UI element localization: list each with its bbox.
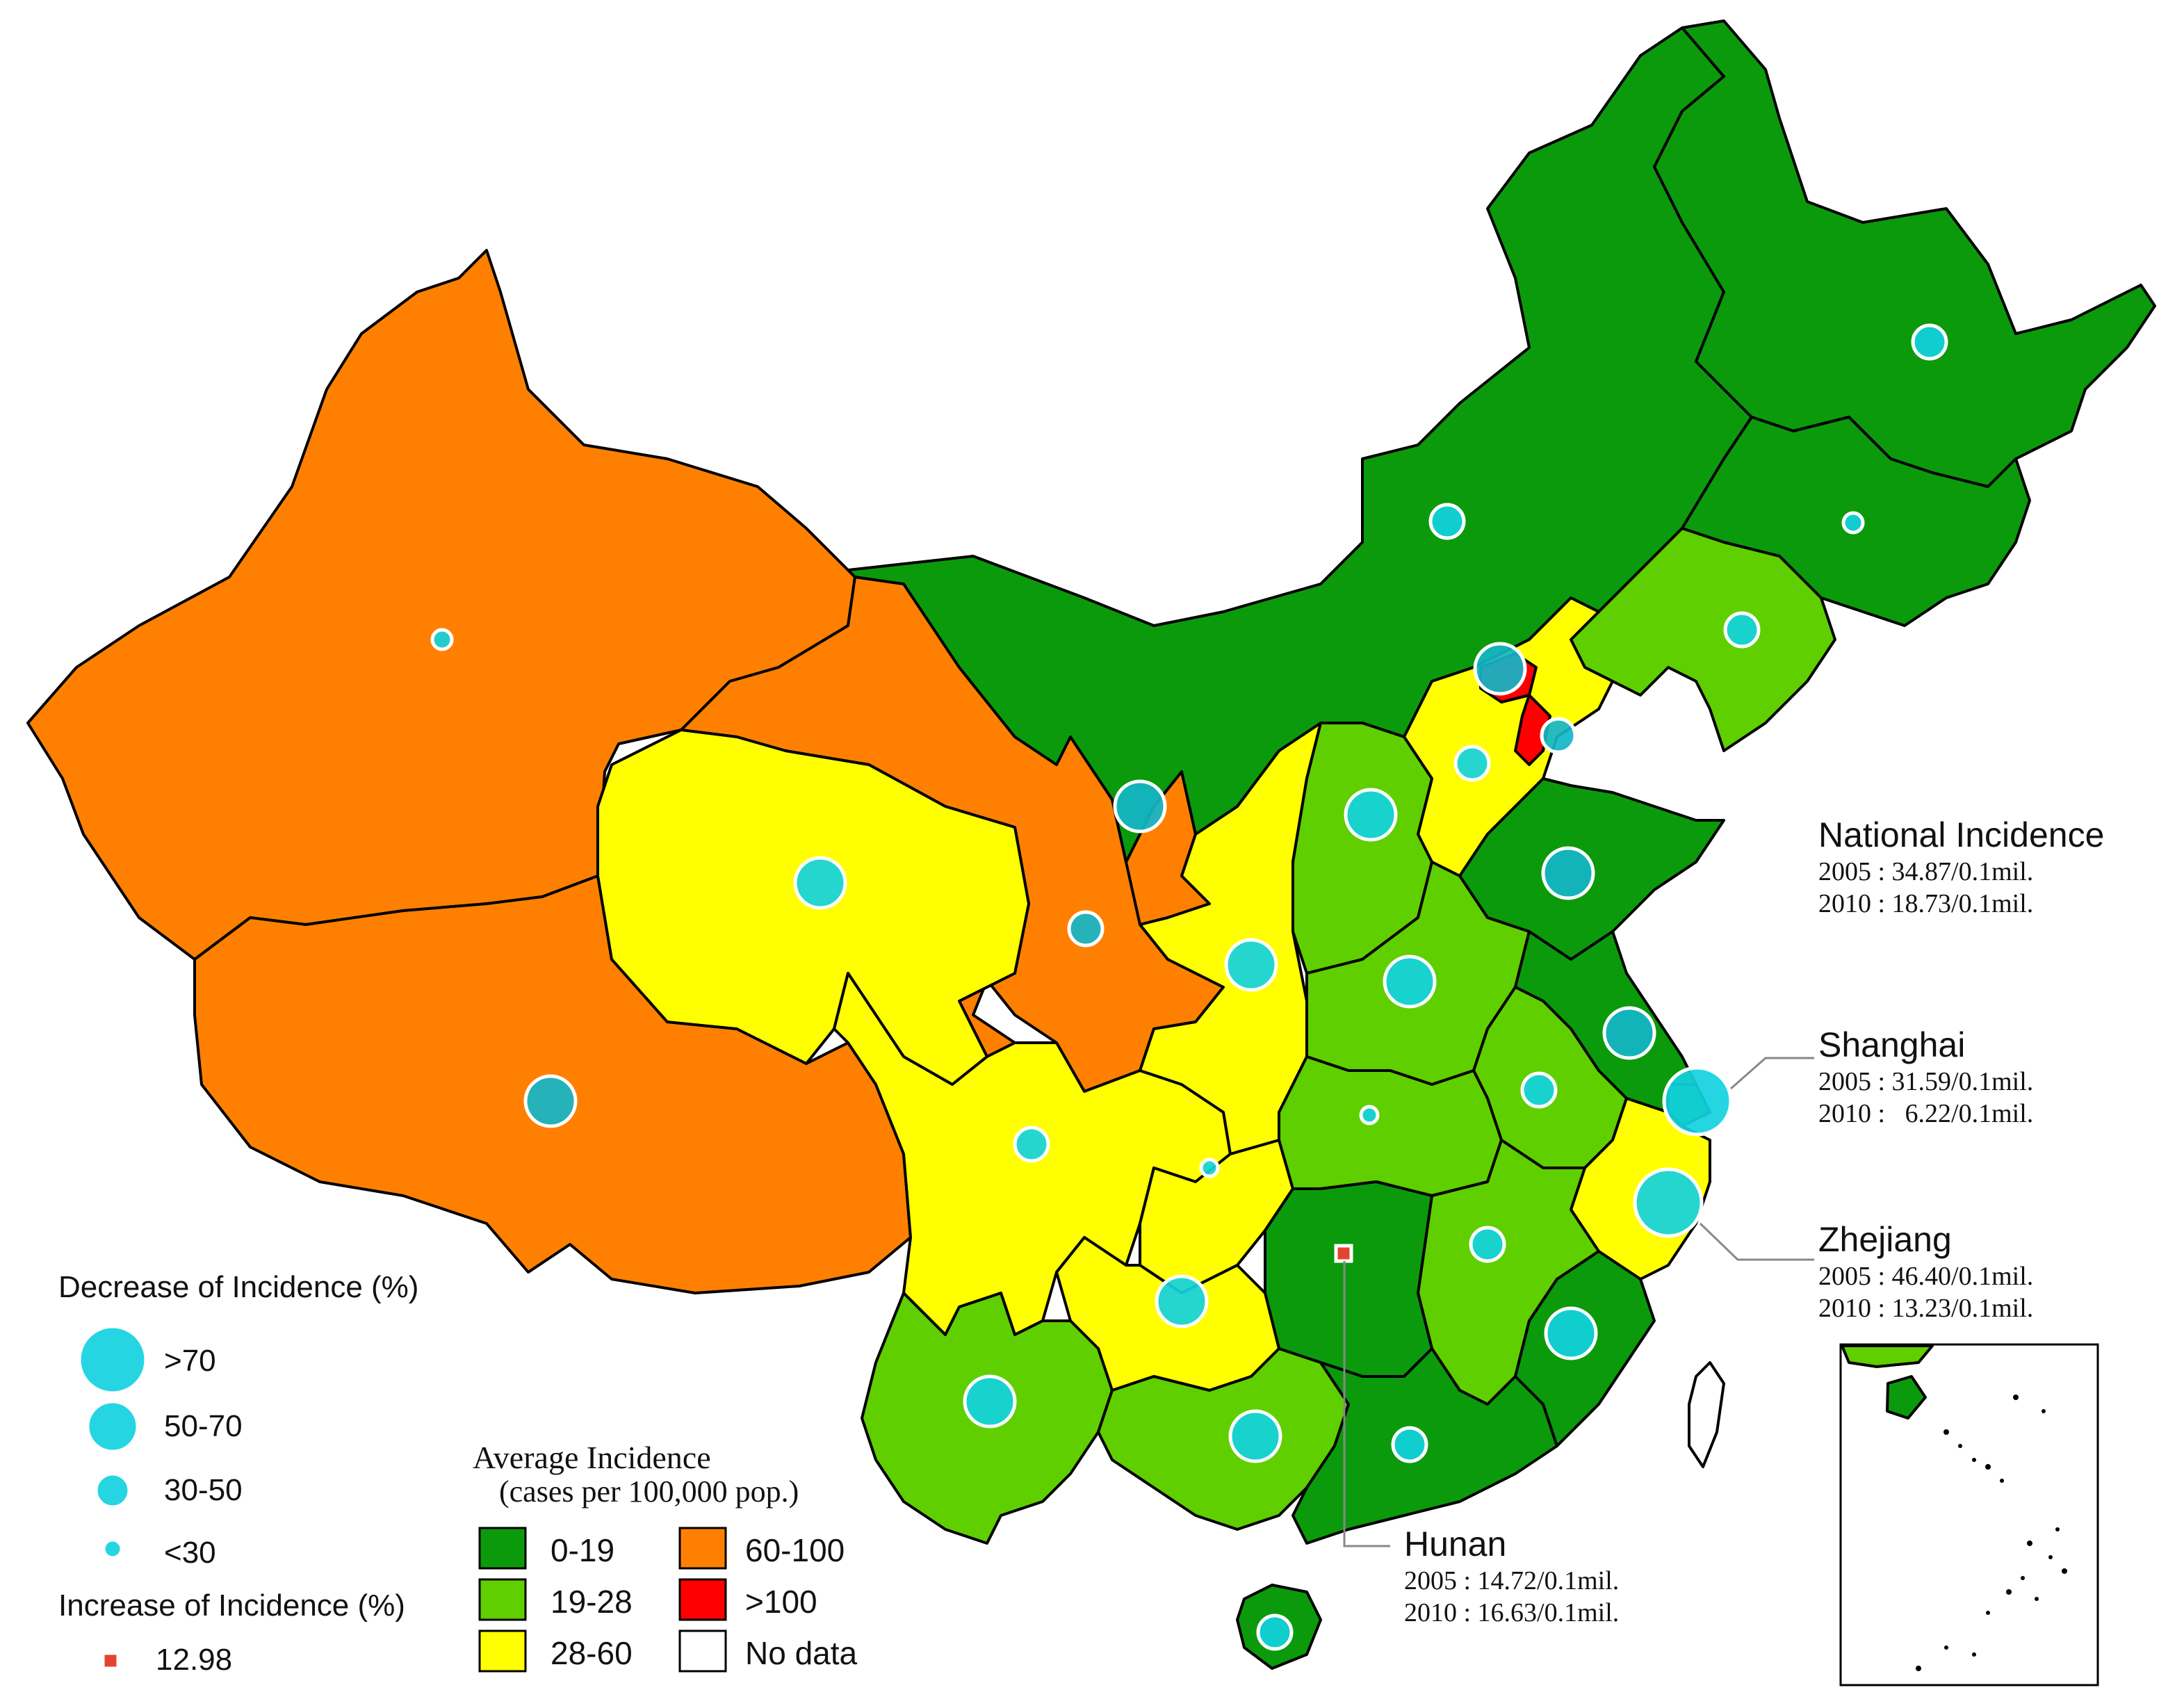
zhejiang-title: Zhejiang	[1818, 1220, 1952, 1259]
inset-frame	[1839, 1343, 2099, 1686]
hunan-2005: 2005 : 14.72/0.1mil.	[1404, 1566, 1619, 1595]
bubble-tibet	[523, 1074, 578, 1128]
province-taiwan	[1688, 1361, 1725, 1468]
legend-average-no-data: No data	[745, 1635, 858, 1671]
legend-bubble-50-70	[85, 1399, 140, 1454]
legend-decrease-gt70: >70	[164, 1344, 216, 1378]
annotation-hunan: Hunan 2005 : 14.72/0.1mil. 2010 : 16.63/…	[1404, 1525, 1619, 1627]
bubble-jiangsu	[1602, 1006, 1656, 1060]
bubble-heilongjiang	[1911, 323, 1948, 361]
province-tianjin	[1514, 694, 1551, 766]
bubble-yunnan	[963, 1374, 1017, 1429]
bubble-beijing	[1473, 642, 1527, 696]
bubble-gansu	[1067, 910, 1105, 948]
legend-increase-title: Increase of Incidence (%)	[58, 1588, 405, 1623]
legend-average-28-60: 28-60	[551, 1635, 633, 1671]
province-heilongjiang	[1653, 19, 2156, 488]
legend-swatch-28-60	[478, 1629, 527, 1673]
bubble-tianjin	[1540, 717, 1577, 754]
bubble-shanghai	[1662, 1066, 1733, 1137]
bubble-inner-mongolia	[1428, 503, 1466, 540]
shanghai-2010: 2010 : 6.22/0.1mil.	[1818, 1099, 2033, 1128]
bubble-hubei	[1359, 1105, 1380, 1125]
shanghai-2005: 2005 : 31.59/0.1mil.	[1818, 1067, 2033, 1096]
legend-increase-marker	[101, 1651, 120, 1670]
national-2005: 2005 : 34.87/0.1mil.	[1818, 857, 2033, 886]
bubble-hainan	[1256, 1613, 1294, 1651]
bubble-jilin	[1841, 511, 1865, 535]
decrease-bubble-layer	[430, 323, 1948, 1651]
shanghai-title: Shanghai	[1818, 1025, 1965, 1064]
legend-decrease-50-70: 50-70	[164, 1409, 243, 1443]
south-china-sea-inset	[1839, 1343, 2099, 1686]
annotation-national: National Incidence 2005 : 34.87/0.1mil. …	[1818, 815, 2104, 918]
zhejiang-2010: 2010 : 13.23/0.1mil.	[1818, 1294, 2033, 1323]
bubble-hebei	[1453, 745, 1491, 782]
bubble-guizhou	[1155, 1274, 1209, 1328]
legend-bubble-gt70	[77, 1324, 148, 1395]
legend-bubble-lt30	[101, 1538, 124, 1560]
bubble-xinjiang	[430, 628, 454, 651]
legend-decrease: Decrease of Incidence (%) >70 50-70 30-5…	[58, 1270, 418, 1570]
bubble-chongqing	[1199, 1157, 1220, 1178]
bubble-zhejiang	[1633, 1167, 1704, 1238]
increase-marker-hunan	[1334, 1244, 1353, 1263]
legend-average: Average Incidence (cases per 100,000 pop…	[473, 1440, 858, 1673]
legend-swatch-gt100	[678, 1578, 727, 1621]
legend-swatch-60-100	[678, 1527, 727, 1570]
annotation-lines	[1343, 1057, 1814, 1547]
bubble-henan	[1383, 954, 1437, 1009]
bubble-shaanxi	[1224, 938, 1278, 992]
bubble-qinghai	[793, 856, 847, 910]
legend-increase-value: 12.98	[156, 1643, 232, 1677]
bubble-guangxi	[1228, 1409, 1282, 1463]
legend-average-60-100: 60-100	[745, 1532, 845, 1568]
annotation-shanghai: Shanghai 2005 : 31.59/0.1mil. 2010 : 6.2…	[1818, 1025, 2033, 1128]
bubble-fujian	[1544, 1306, 1598, 1360]
bubble-sichuan	[1013, 1125, 1050, 1163]
annotation-zhejiang: Zhejiang 2005 : 46.40/0.1mil. 2010 : 13.…	[1818, 1220, 2033, 1323]
legend-swatch-19-28	[478, 1578, 527, 1621]
legend-increase: Increase of Incidence (%) 12.98	[58, 1588, 405, 1677]
national-title: National Incidence	[1818, 815, 2104, 854]
legend-decrease-lt30: <30	[164, 1536, 216, 1570]
bubble-anhui	[1520, 1071, 1558, 1109]
province-hunan	[1264, 1180, 1433, 1378]
legend-average-gt100: >100	[745, 1584, 817, 1620]
inset-islands	[1916, 1395, 2067, 1671]
legend-bubble-30-50	[94, 1472, 131, 1509]
bubble-shandong	[1541, 846, 1595, 900]
bubble-ningxia	[1113, 779, 1167, 834]
legend-decrease-30-50: 30-50	[164, 1473, 243, 1507]
hunan-title: Hunan	[1404, 1525, 1506, 1563]
bubble-jiangxi	[1469, 1226, 1506, 1263]
zhejiang-2005: 2005 : 46.40/0.1mil.	[1818, 1262, 2033, 1291]
shanghai-leader-line	[1730, 1057, 1814, 1090]
legend-decrease-title: Decrease of Incidence (%)	[58, 1270, 418, 1304]
legend-average-19-28: 19-28	[551, 1584, 633, 1620]
legend-average-subtitle: (cases per 100,000 pop.)	[499, 1474, 799, 1509]
bubble-shanxi	[1344, 788, 1398, 842]
province-hubei	[1278, 1055, 1503, 1197]
zhejiang-leader-line	[1699, 1222, 1814, 1261]
legend-swatch-no-data	[678, 1629, 727, 1673]
hunan-leader-line	[1343, 1261, 1390, 1547]
inset-hainan	[1886, 1375, 1927, 1420]
legend-average-title: Average Incidence	[473, 1440, 711, 1475]
bubble-guangdong	[1391, 1426, 1428, 1463]
bubble-liaoning	[1723, 611, 1761, 649]
inset-mainland-coast	[1841, 1344, 1934, 1368]
hunan-2010: 2010 : 16.63/0.1mil.	[1404, 1598, 1619, 1627]
national-2010: 2010 : 18.73/0.1mil.	[1818, 889, 2033, 918]
legend-average-0-19: 0-19	[551, 1532, 614, 1568]
legend-swatch-0-19	[478, 1527, 527, 1570]
